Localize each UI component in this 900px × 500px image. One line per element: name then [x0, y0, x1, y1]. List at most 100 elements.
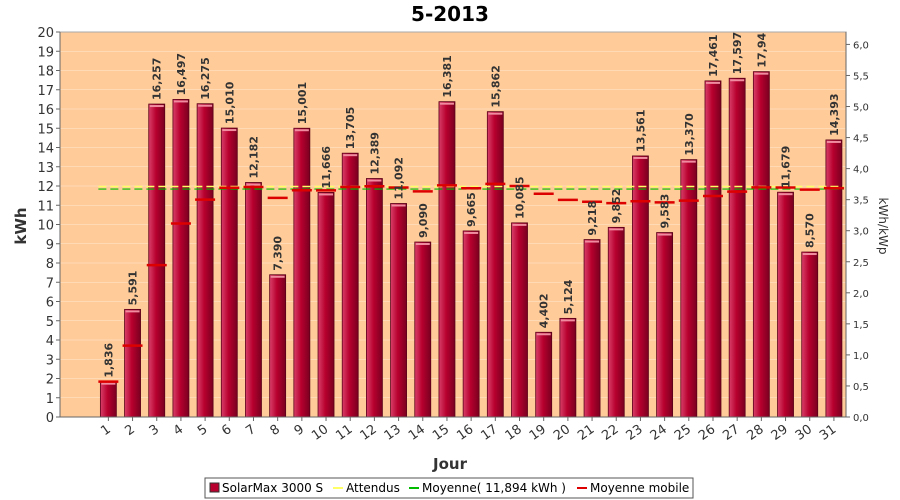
- bar-highlight: [415, 243, 430, 246]
- bar-label: 11,666: [320, 146, 333, 189]
- chart-title: 5-2013: [411, 2, 489, 26]
- y-tick-label: 10: [37, 219, 54, 234]
- bar-highlight: [657, 233, 672, 236]
- bar-highlight: [391, 204, 406, 207]
- y-tick-label: 16: [37, 103, 54, 118]
- bar-highlight: [270, 275, 285, 278]
- bar-highlight: [826, 140, 841, 143]
- legend-label-solarmax: SolarMax 3000 S: [222, 481, 323, 495]
- y2-tick-label: 5,0: [853, 103, 869, 114]
- bar-label: 14,393: [828, 93, 841, 135]
- bar-highlight: [730, 79, 745, 82]
- bar-highlight: [609, 228, 624, 231]
- x-tick-label: 26: [696, 422, 718, 444]
- bar-label: 11,092: [393, 157, 406, 199]
- x-tick-label: 4: [171, 422, 186, 439]
- x-tick-label: 25: [672, 422, 694, 444]
- x-tick-label: 10: [309, 422, 331, 444]
- x-tick-label: 9: [292, 422, 307, 439]
- y-tick-label: 17: [37, 84, 54, 99]
- x-tick-label: 18: [503, 422, 525, 444]
- bar-highlight: [173, 100, 188, 103]
- y-tick-label: 15: [37, 122, 54, 137]
- y-tick-label: 0: [46, 411, 54, 426]
- bar-label: 17,94: [755, 33, 768, 68]
- bar-label: 5,124: [562, 279, 575, 314]
- legend-label-moyenne-mobile: Moyenne mobile: [590, 481, 689, 495]
- bar: [438, 101, 456, 418]
- y2-tick-label: 1,5: [853, 320, 869, 331]
- y-tick-label: 5: [46, 315, 54, 330]
- x-tick-label: 21: [575, 422, 597, 444]
- bar-highlight: [512, 223, 527, 226]
- bar-label: 13,561: [634, 109, 647, 151]
- x-tick-label: 23: [624, 422, 646, 444]
- legend: SolarMax 3000 S Attendus Moyenne( 11,894…: [204, 477, 694, 499]
- bar-highlight: [246, 183, 261, 186]
- bar: [390, 203, 407, 418]
- y-tick-label: 9: [46, 238, 54, 253]
- bar: [607, 226, 625, 418]
- bar-highlight: [754, 72, 769, 75]
- y-axis-title: kWh: [12, 207, 30, 244]
- bar-label: 9,090: [417, 203, 430, 238]
- x-tick-label: 17: [478, 422, 500, 444]
- bar-highlight: [705, 81, 720, 84]
- bar-highlight: [439, 102, 454, 105]
- bar: [341, 152, 359, 418]
- bar: [462, 230, 480, 418]
- bar: [293, 127, 311, 418]
- x-tick-label: 5: [195, 422, 210, 439]
- bar-highlight: [681, 160, 696, 163]
- bar-label: 11,679: [780, 146, 793, 188]
- x-tick-label: 29: [769, 422, 791, 444]
- bar: [535, 331, 553, 418]
- y2-tick-label: 0,0: [853, 413, 869, 424]
- bar: [414, 241, 432, 418]
- bars: [99, 71, 843, 418]
- bar-label: 5,591: [127, 271, 140, 306]
- x-axis: 1 2 3 4 5 6 7 8 9 10 11 12 13 14 15 16 17 18 19 20 21 22 23 24 2…: [60, 416, 846, 444]
- bar-label: 12,182: [247, 136, 260, 178]
- bar-label: 16,275: [199, 57, 212, 99]
- y-tick-label: 6: [46, 296, 54, 311]
- legend-swatch-solarmax: [209, 482, 220, 493]
- x-tick-label: 30: [793, 422, 815, 444]
- x-tick-label: 14: [406, 422, 428, 444]
- legend-box: [204, 477, 694, 499]
- bar-highlight: [464, 231, 479, 234]
- moving-average-markers: [98, 182, 844, 383]
- y-tick-label: 20: [37, 26, 54, 41]
- bar: [245, 182, 262, 418]
- x-tick-label: 31: [817, 422, 839, 444]
- bar-highlight: [198, 104, 213, 107]
- bar-highlight: [367, 179, 382, 182]
- x-axis-title: Jour: [432, 455, 468, 473]
- bar: [825, 139, 843, 418]
- bar-label: 15,862: [489, 65, 502, 107]
- bar-label: 7,390: [272, 236, 285, 271]
- y-tick-label: 2: [46, 373, 54, 388]
- y-tick-label: 3: [46, 353, 54, 368]
- y2-tick-label: 6,0: [853, 40, 869, 51]
- bar-label: 10,085: [514, 176, 527, 218]
- bar: [365, 178, 383, 418]
- x-tick-label: 7: [243, 422, 258, 439]
- bar: [656, 232, 674, 418]
- x-tick-label: 28: [744, 422, 766, 444]
- bar-highlight: [585, 240, 600, 243]
- y-tick-label: 4: [46, 334, 54, 349]
- x-tick-label: 27: [720, 422, 742, 444]
- x-tick-label: 3: [147, 422, 162, 439]
- y-tick-label: 18: [37, 65, 54, 80]
- y2-tick-label: 0,5: [853, 382, 869, 393]
- bar: [680, 159, 698, 418]
- bar: [269, 274, 287, 418]
- y-tick-label: 12: [37, 180, 54, 195]
- bar-highlight: [343, 154, 358, 157]
- y-tick-label: 8: [46, 257, 54, 272]
- x-tick-label: 20: [551, 422, 573, 444]
- bar: [511, 222, 528, 418]
- bar: [728, 77, 746, 418]
